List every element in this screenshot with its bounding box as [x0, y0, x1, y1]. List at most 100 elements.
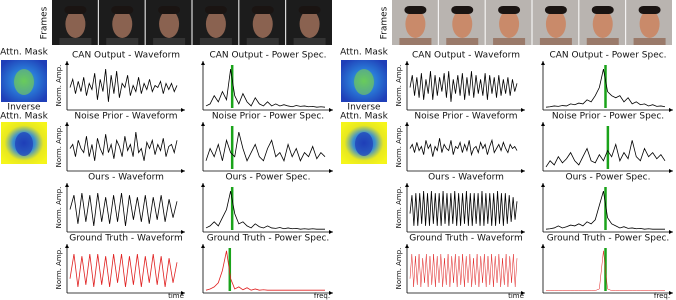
face — [205, 10, 226, 38]
arrow — [669, 230, 673, 234]
plot-title: Ours - Power Spec. — [226, 173, 311, 183]
arrow — [405, 183, 409, 187]
hair — [298, 6, 321, 14]
arrow — [65, 183, 69, 187]
inverse-label: Inverse — [347, 103, 381, 113]
arrow — [65, 244, 69, 248]
arrow — [329, 169, 333, 173]
plot-title: CAN Output - Waveform — [72, 51, 180, 61]
frames-label: Frames — [380, 6, 390, 39]
arrow — [521, 230, 525, 234]
body — [293, 38, 326, 45]
plot-title: Ours - Waveform — [428, 173, 504, 183]
spectrum-line — [205, 250, 325, 291]
waveform-line — [69, 69, 178, 102]
waveform-line — [69, 254, 178, 287]
body — [586, 38, 619, 45]
spectrum-line — [205, 190, 325, 230]
hair — [638, 6, 661, 14]
face — [65, 10, 86, 38]
y-axis-label: Norm. Amp. — [55, 248, 63, 290]
arrow — [521, 291, 525, 295]
plot-title: Noise Prior - Waveform — [414, 112, 517, 122]
arrow — [201, 122, 205, 126]
waveform-line — [69, 132, 178, 161]
waveform-line — [409, 254, 518, 287]
mask-label: Attn. Mask — [340, 48, 388, 58]
spectrum-line — [205, 132, 326, 162]
y-axis-label: Norm. Amp. — [395, 248, 403, 290]
hair — [158, 6, 181, 14]
body — [446, 38, 479, 45]
face — [592, 10, 613, 38]
mask-label: Attn. Mask — [0, 48, 48, 58]
body — [539, 38, 572, 45]
face — [159, 10, 180, 38]
y-axis-label: Norm. Amp. — [395, 187, 403, 229]
x-axis-label: time — [168, 292, 184, 300]
plot-title: Noise Prior - Power Spec. — [552, 112, 664, 122]
arrow — [329, 230, 333, 234]
spectrum-line — [545, 190, 665, 230]
spectrum-line — [545, 68, 666, 108]
body — [153, 38, 186, 45]
arrow — [329, 291, 333, 295]
plot-title: Noise Prior - Power Spec. — [212, 112, 324, 122]
x-axis-label: time — [508, 292, 524, 300]
spectrum-line — [546, 250, 665, 291]
hair — [591, 6, 614, 14]
mask-blob — [15, 132, 33, 156]
arrow — [521, 108, 525, 112]
spectrum-line — [545, 140, 666, 168]
mask-blob — [354, 69, 374, 95]
arrow — [669, 108, 673, 112]
plot-title: CAN Output - Power Spec. — [209, 51, 326, 61]
y-axis-label: Norm. Amp. — [395, 65, 403, 107]
hair — [111, 6, 134, 14]
body — [246, 38, 279, 45]
arrow — [201, 61, 205, 65]
body — [399, 38, 432, 45]
hair — [498, 6, 521, 14]
face — [452, 10, 473, 38]
face — [252, 10, 273, 38]
body — [59, 38, 92, 45]
plot-title: Ground Truth - Waveform — [409, 234, 522, 244]
mask-blob — [355, 132, 373, 156]
arrow — [405, 244, 409, 248]
arrow — [405, 122, 409, 126]
plot-title: Noise Prior - Waveform — [74, 112, 177, 122]
face — [639, 10, 660, 38]
body — [633, 38, 666, 45]
face — [499, 10, 520, 38]
arrow — [541, 122, 545, 126]
waveform-line — [409, 191, 518, 226]
body — [493, 38, 526, 45]
y-axis-label: Norm. Amp. — [395, 126, 403, 168]
arrow — [181, 230, 185, 234]
mask-blob — [14, 69, 34, 95]
plot-title: CAN Output - Power Spec. — [549, 51, 666, 61]
hair — [251, 6, 274, 14]
inverse-label: Attn. Mask — [0, 112, 48, 122]
x-axis-label: freq. — [654, 292, 670, 300]
arrow — [541, 61, 545, 65]
inverse-label: Attn. Mask — [340, 112, 388, 122]
y-axis-label: Norm. Amp. — [55, 126, 63, 168]
plot-title: Ours - Power Spec. — [566, 173, 651, 183]
waveform-line — [409, 138, 518, 157]
arrow — [201, 244, 205, 248]
body — [199, 38, 232, 45]
hair — [544, 6, 567, 14]
frames-label: Frames — [40, 6, 50, 39]
y-axis-label: Norm. Amp. — [55, 187, 63, 229]
x-axis-label: freq. — [314, 292, 330, 300]
plot-title: Ours - Waveform — [88, 173, 164, 183]
hair — [404, 6, 427, 14]
face — [299, 10, 320, 38]
arrow — [181, 169, 185, 173]
face — [112, 10, 133, 38]
plot-title: Ground Truth - Waveform — [69, 234, 182, 244]
arrow — [65, 61, 69, 65]
